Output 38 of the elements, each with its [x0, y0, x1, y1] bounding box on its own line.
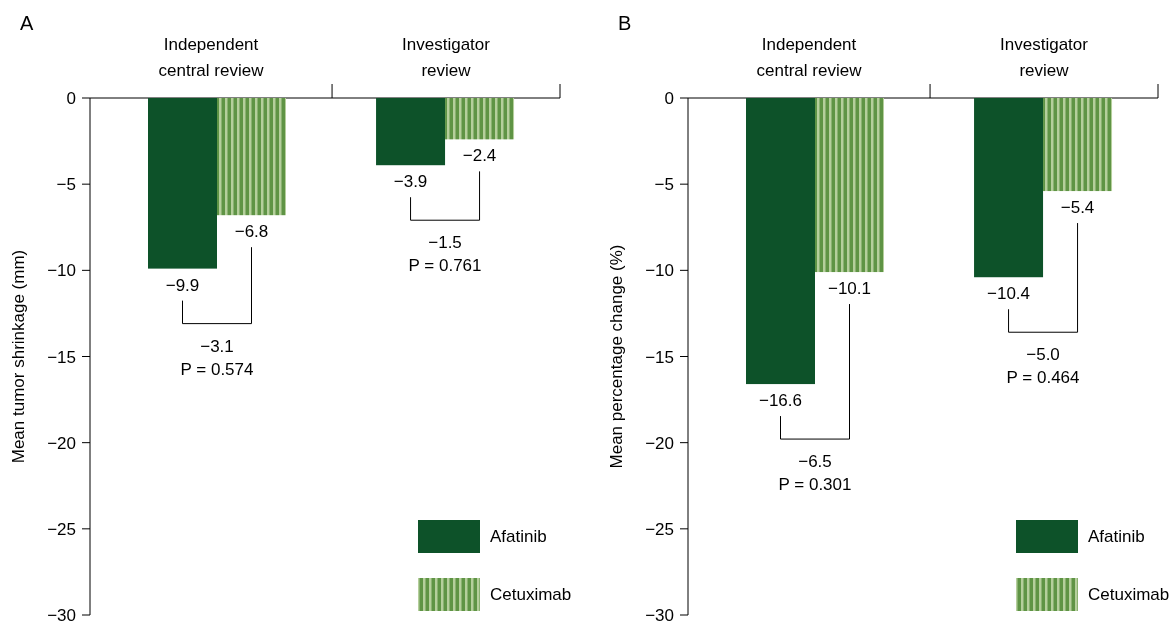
annotation: −6.5 P = 0.301 — [778, 452, 852, 495]
data-label: −5.4 — [1060, 198, 1095, 218]
y-tick-label: 0 — [66, 89, 76, 108]
y-tick-label: −25 — [47, 519, 76, 539]
y-axis-title: Mean tumor shrinkage (mm) — [9, 249, 28, 464]
legend-label: Afatinib — [1088, 527, 1145, 546]
y-tick-label: −30 — [47, 606, 76, 624]
chart-title: A — [20, 12, 34, 34]
y-tick-label: −5 — [654, 175, 674, 195]
data-label: −10.4 — [987, 284, 1031, 304]
data-label: −9.9 — [165, 275, 200, 295]
legend-label: Cetuximab — [490, 585, 572, 604]
x-tick-label: Independent central review — [756, 35, 863, 80]
y-tick-label: 0 — [664, 89, 674, 108]
annotation: −1.5 P = 0.761 — [408, 233, 482, 276]
y-tick-label: −30 — [645, 606, 674, 624]
x-tick-label: Investigator review — [402, 35, 491, 80]
data-label: −2.4 — [462, 146, 497, 166]
legend-label: Cetuximab — [1088, 585, 1170, 604]
x-tick-label: Investigator review — [1000, 35, 1089, 80]
y-tick-label: −15 — [47, 347, 76, 367]
y-tick-label: −20 — [645, 433, 674, 453]
data-label: −3.9 — [393, 172, 428, 192]
y-tick-label: −10 — [645, 261, 674, 281]
y-tick-label: −25 — [645, 519, 674, 539]
y-axis-title: Mean percentage change (%) — [607, 244, 626, 469]
x-tick-label: Independent central review — [158, 35, 265, 80]
chart-title: B — [618, 12, 632, 34]
data-label: −6.8 — [234, 222, 269, 242]
annotation: −3.1 P = 0.574 — [180, 336, 254, 379]
data-label: −10.1 — [827, 279, 872, 299]
y-tick-label: −20 — [47, 433, 76, 453]
legend-label: Afatinib — [490, 527, 547, 546]
annotation: −5.0 P = 0.464 — [1006, 345, 1080, 388]
data-label: −16.6 — [758, 391, 803, 411]
y-tick-label: −15 — [645, 347, 674, 367]
y-tick-label: −10 — [47, 261, 76, 281]
y-tick-label: −5 — [56, 175, 76, 195]
